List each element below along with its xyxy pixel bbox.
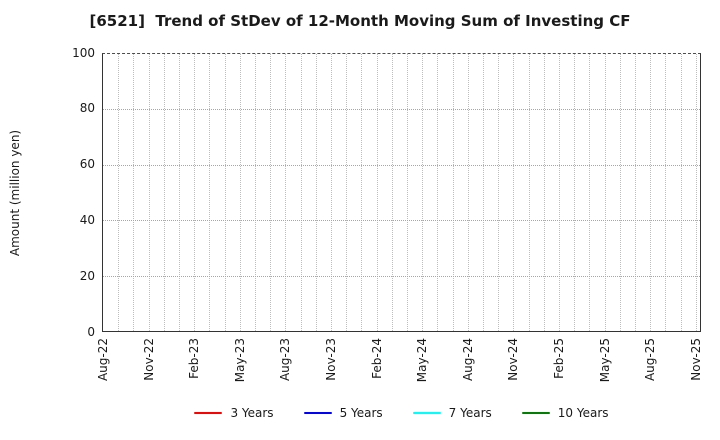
gridline-vertical (559, 54, 560, 331)
legend-item: 5 Years (303, 405, 383, 421)
gridline-vertical (346, 54, 348, 331)
gridline-vertical (331, 54, 332, 331)
gridline-vertical (179, 54, 180, 331)
legend-label: 5 Years (339, 406, 383, 420)
chart-title: [6521] Trend of StDev of 12-Month Moving… (89, 12, 631, 30)
legend-line-swatch (521, 411, 550, 415)
gridline-horizontal (103, 164, 700, 166)
x-tick-label: Nov-24 (506, 338, 521, 381)
gridline-vertical (239, 54, 241, 331)
legend-line-swatch (194, 411, 223, 415)
gridline-vertical (148, 54, 150, 331)
legend-item: 3 Years (194, 405, 274, 421)
gridline-vertical (376, 54, 378, 331)
y-tick-label: 80 (79, 101, 95, 116)
gridline-vertical (300, 54, 302, 331)
gridline-vertical (255, 54, 256, 331)
legend-item: 10 Years (521, 405, 609, 421)
x-tick-label: Aug-23 (278, 338, 293, 382)
plot-area (102, 53, 701, 332)
gridline-horizontal (103, 220, 700, 222)
x-tick-label: Feb-24 (369, 338, 384, 379)
x-tick-label: Feb-23 (187, 338, 202, 379)
legend-item: 7 Years (412, 405, 492, 421)
gridline-vertical (315, 54, 317, 331)
legend: 3 Years 5 Years 7 Years 10 Years (102, 404, 701, 422)
legend-label: 10 Years (557, 406, 609, 420)
x-tick-label: May-24 (415, 338, 430, 383)
gridline-vertical (589, 54, 591, 331)
legend-line-swatch (412, 411, 441, 415)
gridline-vertical (437, 54, 439, 331)
gridline-vertical (133, 54, 135, 331)
gridline-vertical (407, 54, 408, 331)
gridline-vertical (285, 54, 287, 331)
gridline-vertical (209, 54, 211, 331)
gridline-vertical (650, 54, 652, 331)
y-tick-label: 0 (87, 324, 95, 339)
gridline-vertical (695, 54, 697, 331)
gridline-horizontal (103, 108, 700, 110)
legend-label: 7 Years (448, 406, 492, 420)
legend-line-swatch (303, 411, 332, 415)
gridline-vertical (528, 54, 530, 331)
gridline-horizontal (103, 276, 700, 278)
x-tick-label: Nov-22 (141, 338, 156, 381)
legend-label: 3 Years (230, 406, 274, 420)
gridline-vertical (422, 54, 424, 331)
gridline-vertical (467, 54, 469, 331)
gridline-vertical (452, 54, 454, 331)
x-tick-label: May-25 (597, 338, 612, 383)
gridline-vertical (619, 54, 621, 331)
gridline-vertical (391, 54, 393, 331)
y-tick-label: 20 (79, 268, 95, 283)
gridline-vertical (118, 54, 120, 331)
y-tick-label: 60 (79, 157, 95, 172)
x-tick-label: Feb-25 (552, 338, 566, 379)
gridline-vertical (483, 54, 484, 331)
gridline-vertical (498, 54, 500, 331)
x-tick-label: May-23 (232, 338, 247, 383)
x-tick-label: Nov-25 (688, 338, 703, 381)
gridline-vertical (680, 54, 682, 331)
x-tick-label: Aug-25 (643, 338, 658, 382)
gridline-vertical (194, 54, 196, 331)
x-tick-label: Aug-24 (460, 338, 475, 382)
y-axis-label: Amount (million yen) (8, 129, 22, 257)
y-tick-label: 100 (72, 45, 95, 60)
x-tick-label: Aug-22 (96, 338, 110, 382)
x-tick-label: Nov-23 (324, 338, 338, 381)
gridline-vertical (270, 54, 272, 331)
gridline-vertical (163, 54, 165, 331)
y-tick-label: 40 (79, 212, 95, 227)
gridline-vertical (543, 54, 545, 331)
gridline-vertical (574, 54, 576, 331)
gridline-vertical (513, 54, 515, 331)
gridline-vertical (604, 54, 606, 331)
gridline-vertical (224, 54, 226, 331)
gridline-vertical (635, 54, 636, 331)
gridline-vertical (361, 54, 363, 331)
gridline-vertical (665, 54, 667, 331)
